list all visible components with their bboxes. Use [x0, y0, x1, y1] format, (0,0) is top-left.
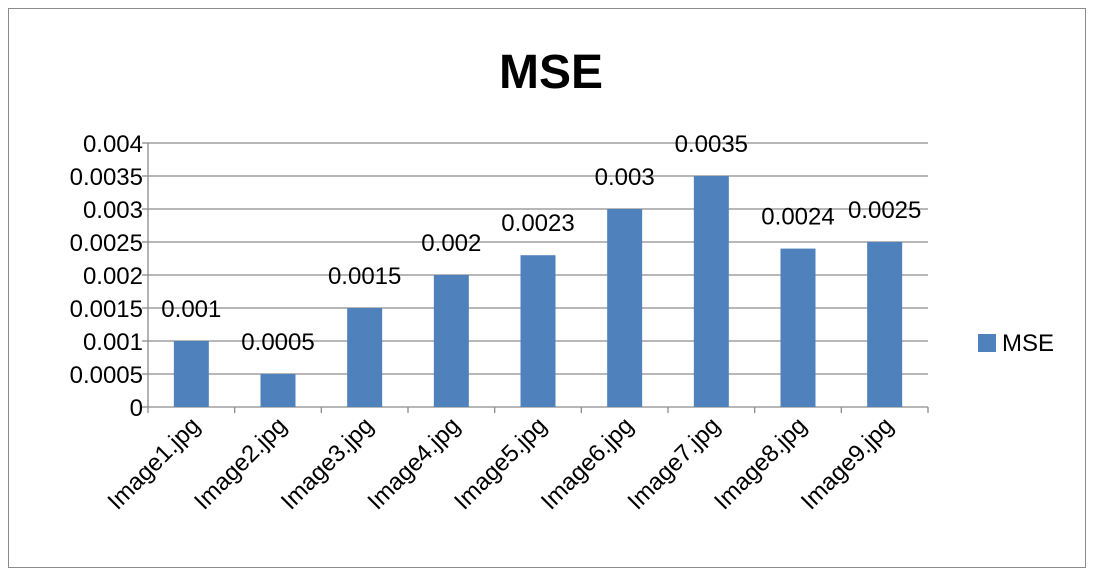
- x-tick-label: Image3.jpg: [276, 412, 379, 515]
- x-tick-label: Image5.jpg: [449, 412, 552, 515]
- data-label: 0.0035: [675, 131, 748, 158]
- bar: [607, 209, 643, 407]
- x-axis-tick-labels: Image1.jpgImage2.jpgImage3.jpgImage4.jpg…: [103, 412, 899, 515]
- x-tick-label: Image8.jpg: [709, 412, 812, 515]
- data-label: 0.0024: [761, 204, 834, 231]
- data-label: 0.0005: [241, 329, 314, 356]
- bar: [780, 248, 816, 407]
- x-tick-label: Image1.jpg: [103, 412, 206, 515]
- chart-title: MSE: [499, 46, 603, 99]
- y-tick-label: 0.001: [83, 329, 143, 356]
- x-tick-label: Image6.jpg: [536, 412, 639, 515]
- bar: [520, 255, 556, 407]
- y-tick-label: 0.0035: [70, 164, 143, 191]
- bar: [260, 374, 296, 407]
- y-tick-label: 0: [130, 395, 143, 422]
- x-tick-label: Image4.jpg: [363, 412, 466, 515]
- bar: [347, 308, 383, 407]
- data-label: 0.0023: [501, 210, 574, 237]
- data-labels: 0.001 0.0005 0.0015 0.002 0.0023 0.003 0.0035 0…: [161, 131, 921, 356]
- y-tick-label: 0.003: [83, 197, 143, 224]
- legend-swatch: [978, 334, 996, 352]
- bar: [433, 275, 469, 407]
- x-tick-label: Image7.jpg: [623, 412, 726, 515]
- y-tick-label: 0.0015: [70, 296, 143, 323]
- bar: [693, 176, 729, 407]
- data-label: 0.003: [595, 164, 655, 191]
- legend: MSE: [978, 330, 1054, 357]
- data-label: 0.001: [161, 296, 221, 323]
- x-tick-label: Image2.jpg: [189, 412, 292, 515]
- data-label: 0.0015: [328, 263, 401, 290]
- y-tick-label: 0.0025: [70, 230, 143, 257]
- data-label: 0.0025: [848, 197, 921, 224]
- data-label: 0.002: [421, 230, 481, 257]
- y-axis-tick-labels: 0 0.0005 0.001 0.0015 0.002 0.0025 0.003 0.0035…: [70, 131, 143, 422]
- y-tick-label: 0.0005: [70, 362, 143, 389]
- x-tick-label: Image9.jpg: [796, 412, 899, 515]
- bars: [173, 176, 903, 407]
- bar: [867, 242, 903, 407]
- y-tick-label: 0.002: [83, 263, 143, 290]
- bar: [173, 341, 209, 407]
- y-tick-label: 0.004: [83, 131, 143, 158]
- legend-label: MSE: [1002, 330, 1054, 357]
